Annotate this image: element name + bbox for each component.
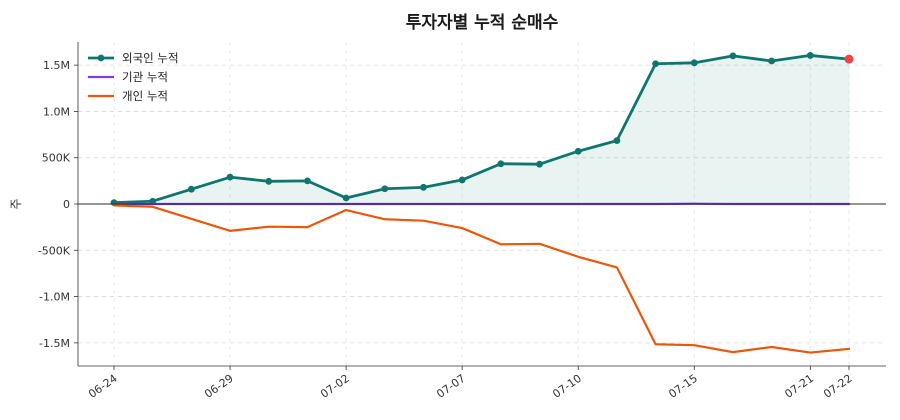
data-point [420,183,427,191]
data-point [381,185,389,193]
chart-title: 투자자별 누적 순매수 [406,13,559,33]
x-tick-label: 07-22 [821,372,855,401]
last-point-marker [844,54,854,64]
data-point [342,194,350,202]
x-tick-label: 07-21 [782,372,816,401]
data-point [690,59,698,67]
x-tick-label: 06-29 [202,372,236,401]
x-tick-label: 07-10 [550,372,584,401]
data-point [768,57,776,65]
x-tick-label: 06-24 [86,372,120,401]
data-point [187,185,195,193]
data-point [265,177,273,185]
series-line-1 [112,54,851,205]
data-point [497,160,505,168]
y-tick-label: -1.0M [39,291,70,304]
legend-label: 외국인 누적 [122,51,179,65]
y-tick-label: -500K [38,244,71,257]
area-fill [114,55,849,205]
y-tick-label: -1.5M [39,337,70,350]
y-tick-label: 0 [63,198,70,211]
legend-label: 개인 누적 [122,89,168,103]
data-point [458,176,466,184]
data-point [304,177,311,185]
x-tick-label: 07-15 [666,372,700,401]
series-area-1 [114,55,849,205]
y-tick-label: 1.5M [43,59,70,72]
data-point [574,147,582,155]
legend-marker [97,54,105,62]
data-point [226,173,234,181]
legend-label: 기관 누적 [122,70,168,84]
data-point [729,52,737,60]
x-tick-label: 07-07 [434,372,468,401]
data-point [652,60,659,68]
y-axis-label: 주 [9,198,23,209]
data-point [806,52,814,59]
data-point [613,137,621,144]
x-tick-label: 07-02 [318,372,352,401]
y-tick-label: 500K [42,152,71,165]
y-tick-label: 1.0M [43,105,70,118]
data-point [536,160,543,168]
series-line-3 [112,204,851,354]
